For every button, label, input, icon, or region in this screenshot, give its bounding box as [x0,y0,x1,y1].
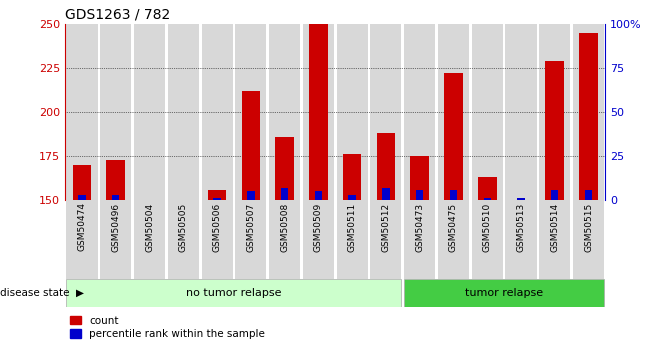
Legend: count, percentile rank within the sample: count, percentile rank within the sample [70,316,265,339]
Text: GSM50473: GSM50473 [415,203,424,252]
Bar [505,24,536,200]
FancyBboxPatch shape [404,200,436,279]
Bar [370,24,402,200]
Bar [573,24,604,200]
Bar [242,91,260,200]
Bar [168,24,199,200]
FancyBboxPatch shape [100,200,132,279]
FancyBboxPatch shape [337,200,368,279]
Text: GSM50512: GSM50512 [381,203,391,252]
Text: GSM50508: GSM50508 [280,203,289,252]
Bar [343,154,361,200]
Text: GSM50513: GSM50513 [516,203,525,252]
Text: no tumor relapse: no tumor relapse [186,288,282,298]
Text: GSM50504: GSM50504 [145,203,154,252]
Bar [66,24,98,200]
Text: GSM50514: GSM50514 [550,203,559,252]
FancyBboxPatch shape [202,200,232,279]
Text: GSM50496: GSM50496 [111,203,120,252]
FancyBboxPatch shape [370,200,402,279]
FancyBboxPatch shape [505,200,536,279]
Bar [518,198,525,200]
Bar [444,73,463,200]
Bar [539,24,570,200]
FancyBboxPatch shape [303,200,334,279]
Bar [78,195,86,200]
Bar [247,191,255,200]
Bar [478,177,497,200]
FancyBboxPatch shape [168,200,199,279]
Bar [314,191,322,200]
Bar [416,189,423,200]
Text: GSM50505: GSM50505 [179,203,187,252]
Bar [585,189,592,200]
FancyBboxPatch shape [438,200,469,279]
Text: tumor relapse: tumor relapse [465,288,543,298]
Bar [404,24,436,200]
Bar [208,189,227,200]
Text: GSM50515: GSM50515 [584,203,593,252]
Text: GSM50474: GSM50474 [77,203,87,252]
FancyBboxPatch shape [573,200,604,279]
Text: GSM50510: GSM50510 [483,203,492,252]
FancyBboxPatch shape [235,200,266,279]
Bar [438,24,469,200]
FancyBboxPatch shape [404,279,604,307]
Bar [214,198,221,200]
FancyBboxPatch shape [66,279,402,307]
Bar [134,24,165,200]
Bar [337,24,368,200]
Text: disease state  ▶: disease state ▶ [0,288,84,298]
Bar [73,165,91,200]
Bar [107,160,125,200]
Bar [551,189,559,200]
FancyBboxPatch shape [472,200,503,279]
Bar [377,133,395,200]
Bar [112,195,120,200]
FancyBboxPatch shape [269,200,300,279]
Bar [309,24,327,200]
FancyBboxPatch shape [134,200,165,279]
Bar [472,24,503,200]
Bar [579,33,598,200]
Bar [235,24,266,200]
Bar [348,195,356,200]
Bar [269,24,300,200]
Text: GDS1263 / 782: GDS1263 / 782 [65,8,171,22]
Text: GSM50511: GSM50511 [348,203,357,252]
Bar [450,189,457,200]
Bar [546,61,564,200]
Bar [100,24,132,200]
Text: GSM50506: GSM50506 [213,203,221,252]
Bar [484,198,491,200]
FancyBboxPatch shape [66,200,98,279]
Bar [303,24,334,200]
Text: GSM50507: GSM50507 [246,203,255,252]
FancyBboxPatch shape [539,200,570,279]
Bar [275,137,294,200]
Bar [382,188,390,200]
Text: GSM50509: GSM50509 [314,203,323,252]
Text: GSM50475: GSM50475 [449,203,458,252]
Bar [202,24,232,200]
Bar [281,188,288,200]
Bar [410,156,429,200]
